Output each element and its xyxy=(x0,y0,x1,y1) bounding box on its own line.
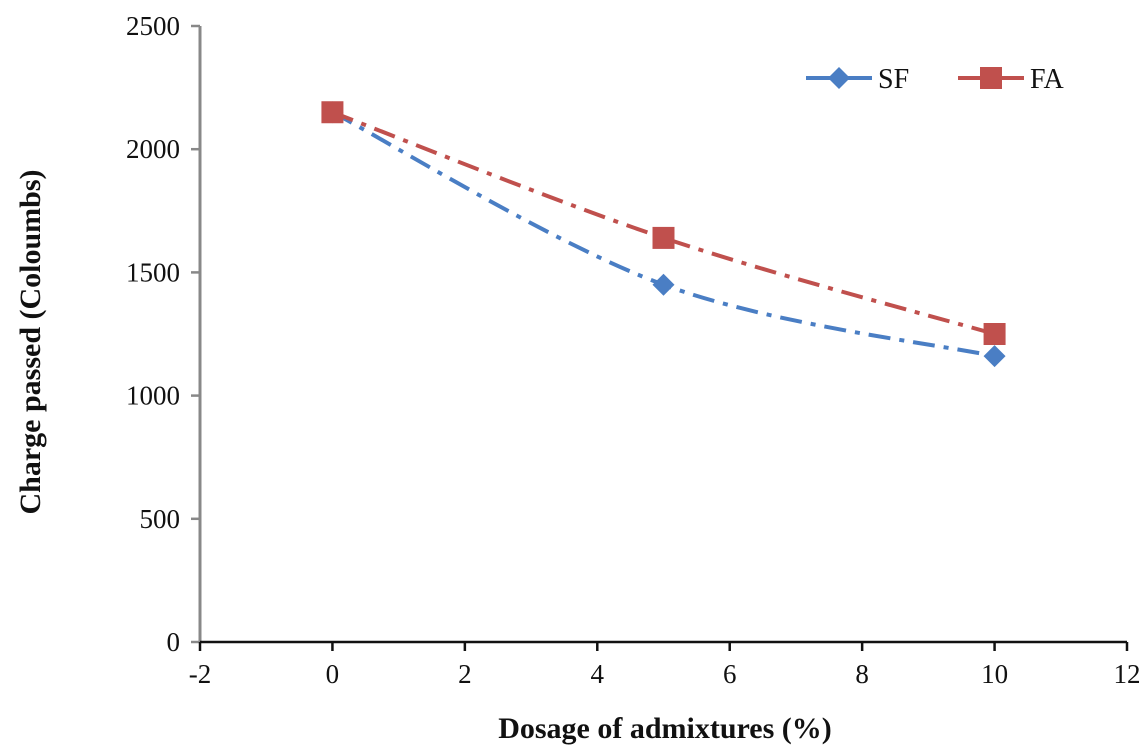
x-tick-label: 10 xyxy=(981,659,1008,689)
x-tick-label: 2 xyxy=(458,659,472,689)
legend-marker-fa xyxy=(980,67,1002,89)
chart-tick-labels: 0 500 1000 1500 2000 2500 -2 0 2 4 6 8 10 12 xyxy=(126,11,1141,689)
data-point-fa xyxy=(652,226,675,249)
x-tick-label: 8 xyxy=(855,659,869,689)
chart-series xyxy=(321,101,1006,368)
data-point-fa xyxy=(983,323,1006,345)
x-tick-label: 0 xyxy=(326,659,340,689)
y-tick-label: 1000 xyxy=(126,381,180,411)
x-tick-label: 4 xyxy=(591,659,605,689)
chart-legend: SF FA xyxy=(806,64,1064,95)
y-axis-title: Charge passed (Coloumbs) xyxy=(14,169,47,514)
data-point-sf xyxy=(983,345,1006,368)
x-axis-title: Dosage of admixtures (%) xyxy=(498,712,832,745)
y-tick-label: 2000 xyxy=(126,134,180,164)
x-tick-label: -2 xyxy=(189,659,212,689)
x-tick-label: 6 xyxy=(723,659,737,689)
y-tick-label: 1500 xyxy=(126,257,180,287)
data-point-sf xyxy=(652,273,675,296)
x-tick-label: 12 xyxy=(1114,659,1141,689)
legend-label-sf: SF xyxy=(878,64,909,95)
chart-axes xyxy=(191,24,1129,651)
legend-label-fa: FA xyxy=(1030,64,1064,95)
legend-marker-sf xyxy=(828,67,850,89)
y-tick-label: 500 xyxy=(140,504,181,534)
y-tick-label: 0 xyxy=(167,627,181,657)
y-tick-label: 2500 xyxy=(126,11,180,41)
data-point-fa xyxy=(321,101,344,124)
